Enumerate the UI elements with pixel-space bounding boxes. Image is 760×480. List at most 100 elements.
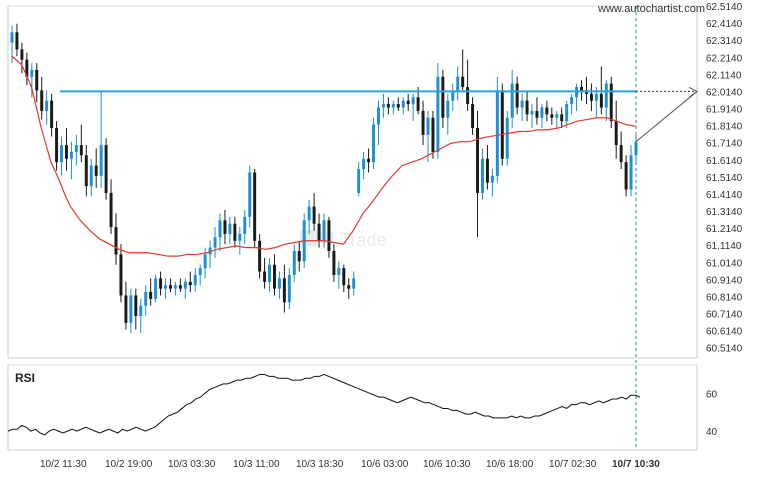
candle [154,274,158,303]
candle [173,281,177,296]
candle [580,80,584,101]
candle [272,254,276,296]
candle [55,121,59,171]
projection-layer [635,6,698,450]
candle [510,69,514,129]
candle [446,93,450,135]
y-tick-label: 61.9140 [706,105,743,116]
candle [119,244,123,303]
candle [60,136,64,176]
candle [565,100,569,129]
y-tick-label: 61.1140 [706,241,742,252]
x-tick-label: 10/2 19:00 [105,459,153,470]
candle [386,97,390,115]
moving-average-layer [11,55,637,257]
candle [327,216,331,258]
rsi-tick-label: 40 [706,427,718,438]
rsi-tick-label: 60 [706,389,718,400]
y-tick-label: 60.7140 [706,310,743,321]
y-tick-label: 61.4140 [706,190,743,201]
candle [292,244,296,282]
candle [466,59,470,111]
candle [535,97,539,125]
candle [223,210,227,245]
candle [317,213,321,248]
candle [347,278,351,299]
candle [436,63,440,159]
candle [94,148,98,188]
candle [258,233,262,279]
y-tick-label: 62.0140 [706,87,743,98]
y-tick-label: 61.3140 [706,207,743,218]
candle [25,52,29,86]
candle [45,90,49,125]
candle [114,213,118,265]
candle [188,271,192,293]
candle [79,124,83,163]
y-tick-label: 62.1140 [706,70,742,81]
x-tick-label: 10/7 02:30 [549,459,597,470]
candle [104,138,108,200]
y-tick-label: 61.8140 [706,122,743,133]
y-tick-label: 60.6140 [706,327,743,338]
candle [99,92,103,188]
candle [451,83,455,111]
candle [233,216,237,248]
candle [540,104,544,129]
candle [381,93,385,118]
candle [515,76,519,115]
candle [619,131,623,170]
x-tick-label: 10/6 10:30 [423,459,471,470]
candle [139,298,143,334]
candle [243,210,247,245]
candle [149,278,153,306]
candle [396,97,400,111]
y-axis-layer: 62.5140 62.4140 62.3140 62.2140 62.1140 62.01… [706,2,743,355]
candle [268,257,272,293]
candle [89,158,93,197]
candle [461,49,465,91]
y-tick-label: 62.4140 [706,19,743,30]
candle [441,69,445,129]
candle [109,179,113,234]
candle [64,128,68,171]
candle [20,42,24,74]
candle [248,165,252,228]
candle [426,110,430,163]
candle [287,268,291,310]
candle [391,100,395,115]
candles-layer [10,23,638,334]
candle [431,110,435,159]
candle [159,271,163,296]
candle [629,145,633,197]
candle [421,100,425,146]
candle [525,90,529,122]
y-tick-label: 61.5140 [706,173,743,184]
candle [263,257,267,289]
candle [312,192,316,231]
candle [164,278,168,299]
candle [40,76,44,120]
candle [50,93,54,137]
candle [367,148,371,173]
candle [401,97,405,115]
candle [322,213,326,248]
candle [144,285,148,316]
candle [376,100,380,146]
candle [307,199,311,234]
candle [357,162,361,197]
candle [604,80,608,122]
candle [480,148,484,200]
candle [372,117,376,170]
candle [555,110,559,129]
candle [218,213,222,252]
candle [129,288,133,334]
candle [589,83,593,111]
x-axis-layer: 10/2 11:30 10/2 19:00 10/3 03:30 10/3 11:00… [40,459,660,470]
candle [35,63,39,103]
candle [193,268,197,293]
candle [500,83,504,166]
candle [406,93,410,111]
